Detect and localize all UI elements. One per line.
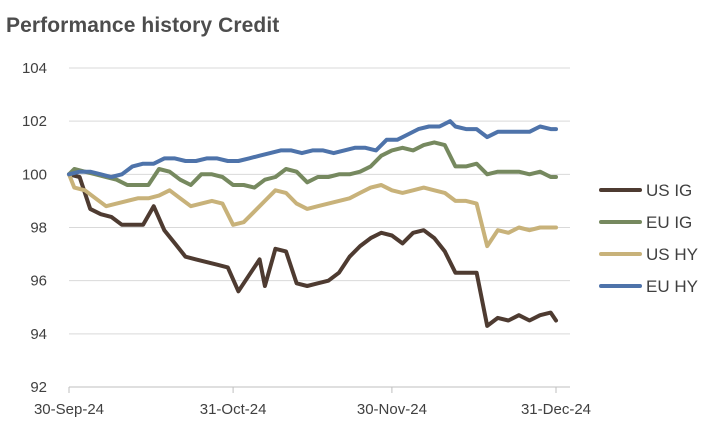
y-tick-label: 92: [30, 379, 47, 396]
y-tick-label: 104: [22, 60, 47, 77]
legend-label-us-hy: US HY: [646, 245, 698, 264]
legend-label-us-ig: US IG: [646, 181, 692, 200]
legend-label-eu-hy: EU HY: [646, 277, 698, 296]
y-axis-tick-labels: 92 94 96 98 100 102 104: [22, 60, 47, 396]
series-line-us-ig: [67, 172, 558, 328]
x-axis: 30-Sep-24 31-Oct-24 30-Nov-24 31-Dec-24: [34, 386, 591, 418]
y-tick-label: 100: [22, 166, 47, 183]
series-line-eu-ig: [67, 140, 558, 190]
y-tick-label: 98: [30, 220, 47, 237]
gridlines: [69, 67, 570, 335]
y-tick-label: 96: [30, 273, 47, 290]
legend-label-eu-ig: EU IG: [646, 213, 692, 232]
series-line-us-hy: [67, 172, 558, 249]
x-tick-label: 30-Nov-24: [357, 401, 427, 418]
x-tick-label: 31-Dec-24: [521, 401, 591, 418]
y-tick-label: 102: [22, 113, 47, 130]
x-tick-label: 31-Oct-24: [200, 401, 267, 418]
chart-title: Performance history Credit: [6, 14, 280, 37]
series-lines: [67, 119, 558, 328]
y-tick-label: 94: [30, 326, 47, 343]
x-tick-label: 30-Sep-24: [34, 401, 104, 418]
legend: US IG EU IG US HY EU HY: [599, 181, 698, 296]
series-line-eu-hy: [67, 119, 558, 179]
